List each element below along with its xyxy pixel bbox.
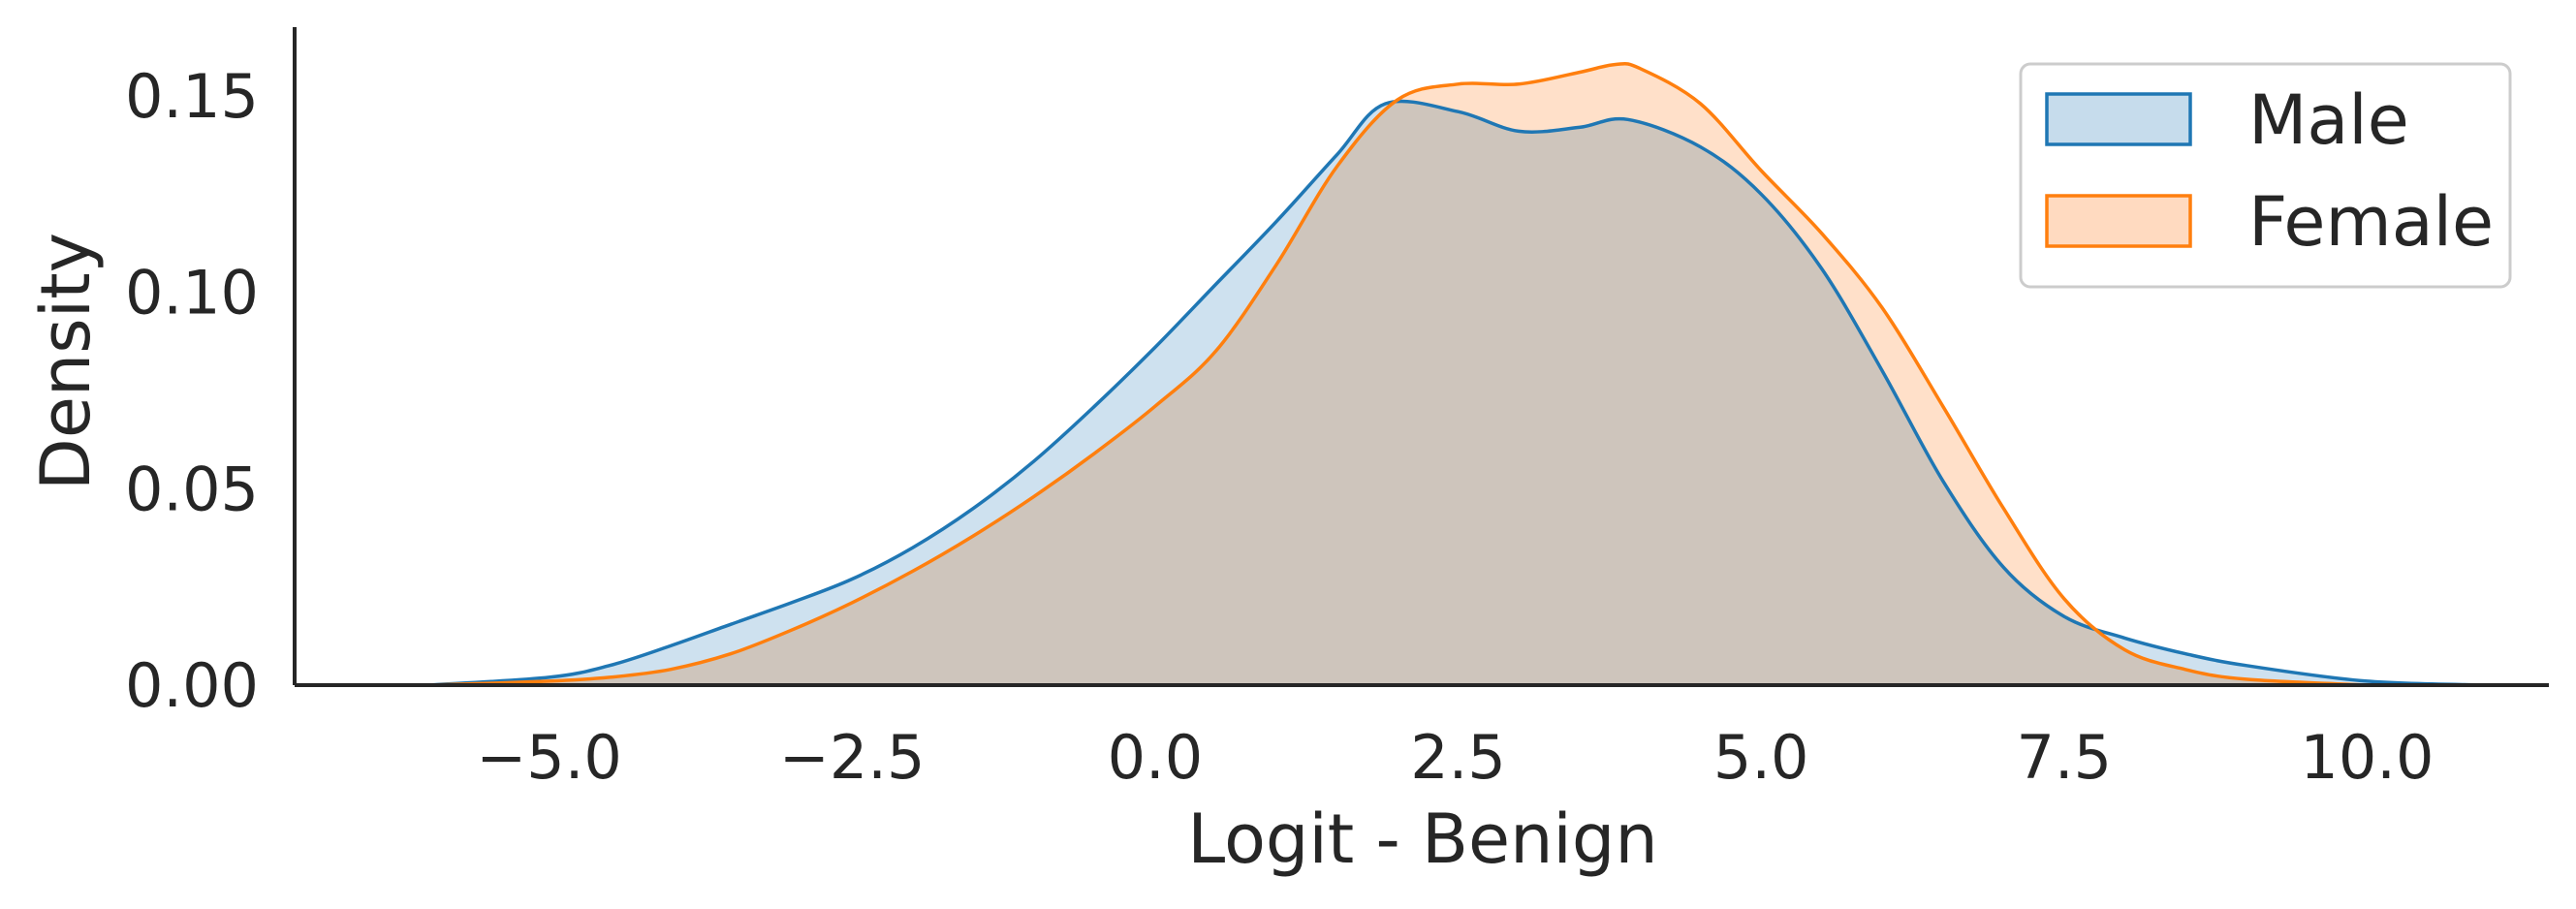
legend: Male Female — [2019, 62, 2512, 289]
y-tick-label: 0.00 — [125, 650, 259, 721]
density-line-female — [427, 61, 2368, 687]
legend-label-male: Male — [2248, 80, 2409, 160]
x-axis-label: Logit - Benign — [1187, 799, 1657, 879]
x-tick-label: 0.0 — [1108, 722, 1204, 793]
x-ticks: −5.0 −2.5 0.0 2.5 5.0 7.5 10.0 — [476, 722, 2434, 793]
legend-items: Male Female — [2045, 80, 2494, 262]
x-tick-label: 10.0 — [2300, 722, 2434, 793]
legend-swatch-male — [2045, 92, 2192, 146]
legend-swatch-female — [2045, 194, 2192, 248]
x-tick-label: 5.0 — [1713, 722, 1809, 793]
x-tick-label: −2.5 — [779, 722, 926, 793]
y-tick-label: 0.15 — [125, 61, 259, 132]
x-tick-label: 2.5 — [1410, 722, 1506, 793]
legend-label-female: Female — [2248, 182, 2494, 262]
y-ticks: 0.00 0.05 0.10 0.15 — [125, 61, 259, 721]
x-tick-label: −5.0 — [476, 722, 622, 793]
density-lines — [427, 61, 2489, 687]
density-line-male — [427, 99, 2489, 687]
y-tick-label: 0.05 — [125, 454, 259, 524]
y-tick-label: 0.10 — [125, 258, 259, 329]
density-fill-female — [427, 63, 2368, 686]
x-tick-label: 7.5 — [2016, 722, 2112, 793]
density-fills — [427, 63, 2489, 686]
y-axis-label: Density — [26, 233, 106, 490]
